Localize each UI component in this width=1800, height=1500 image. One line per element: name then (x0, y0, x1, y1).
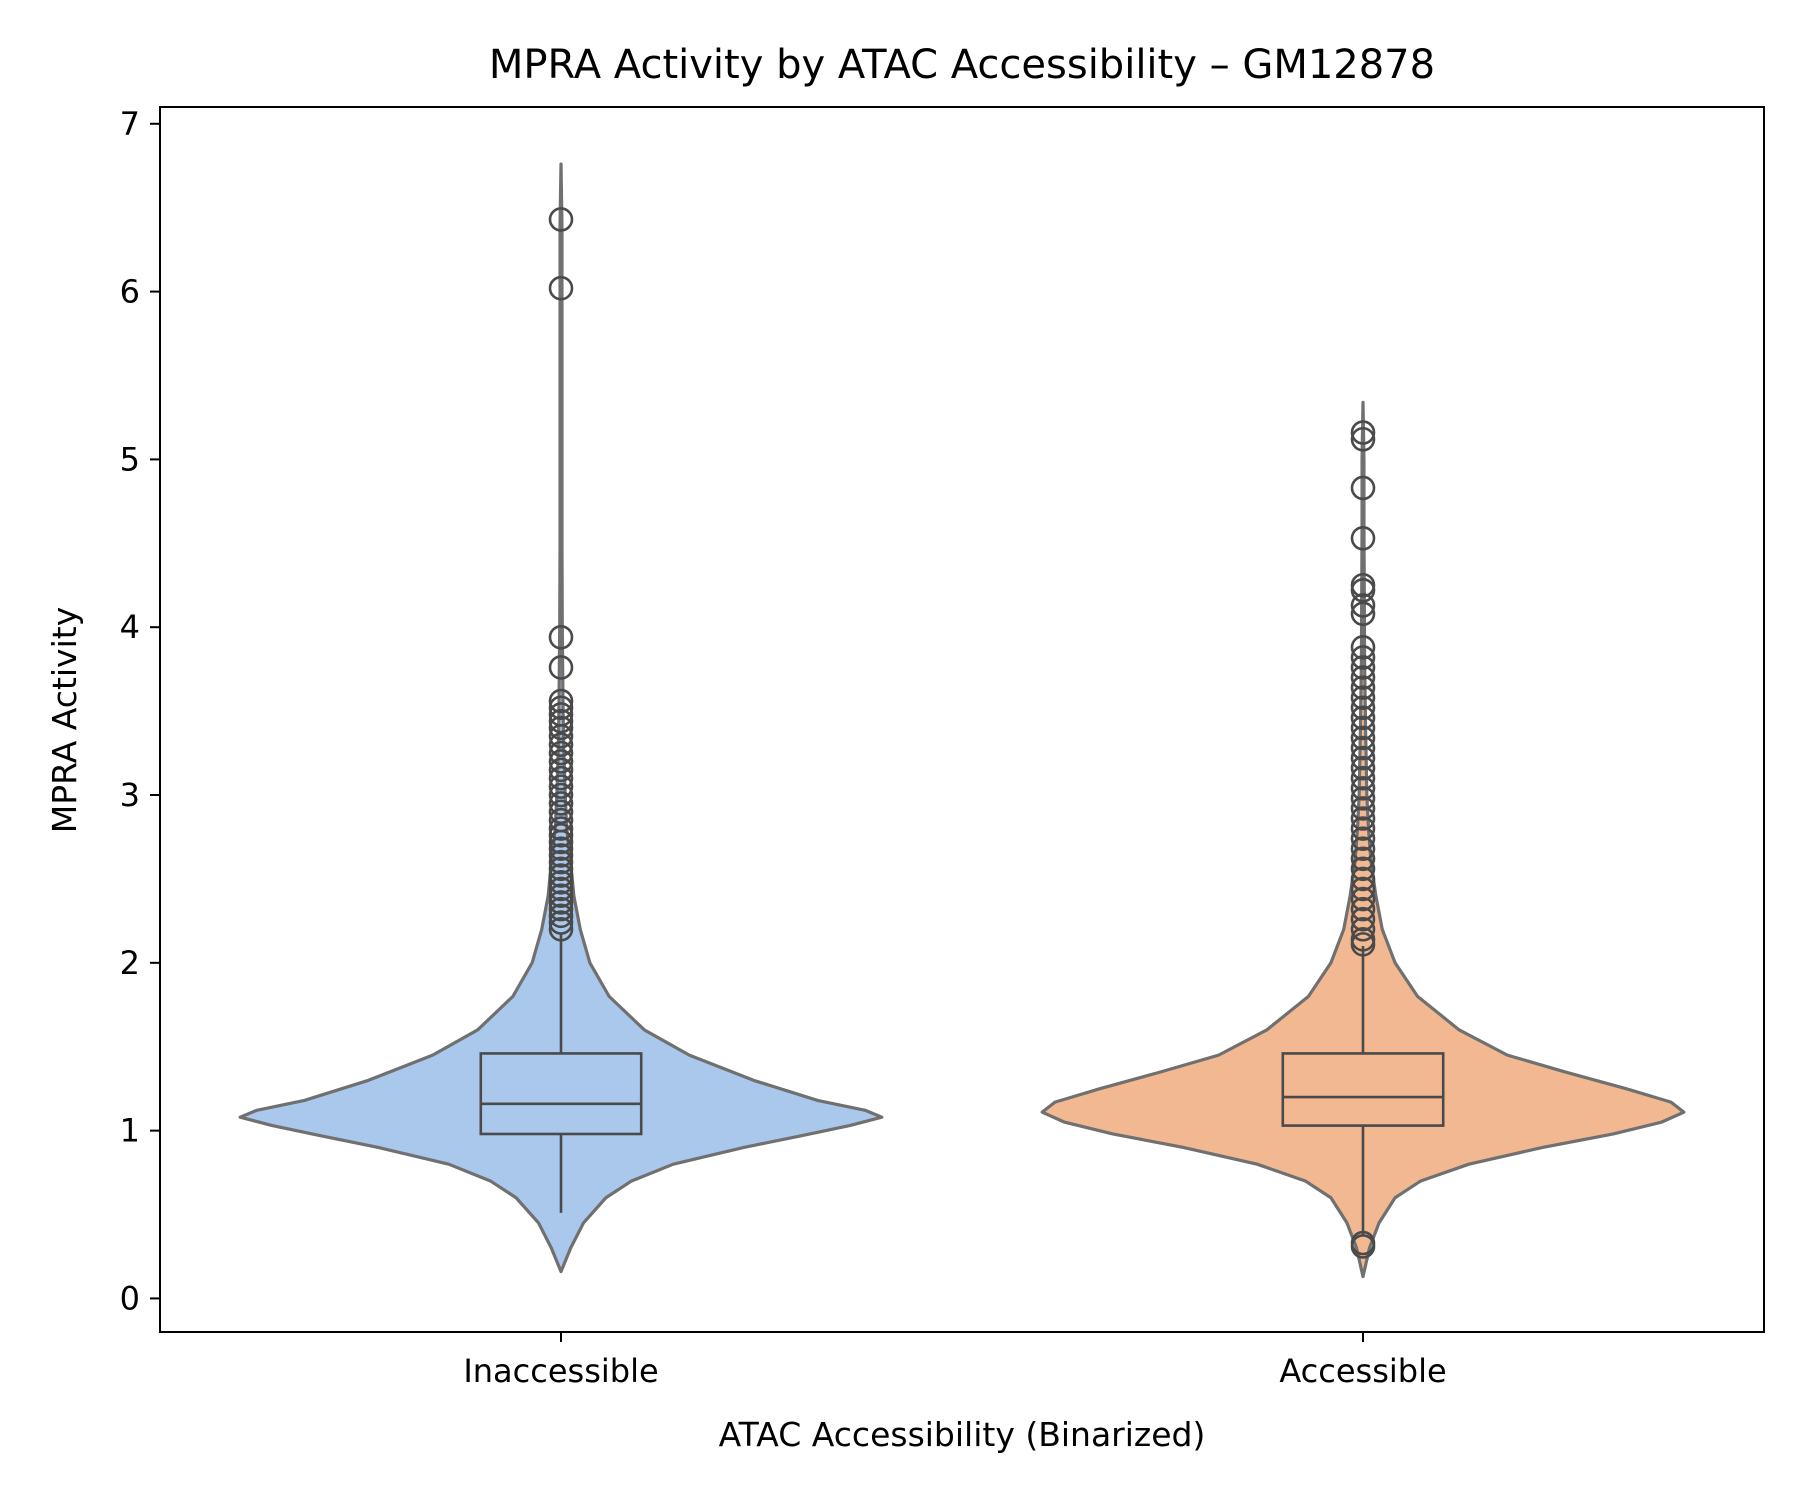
outlier-point (548, 903, 574, 929)
outlier-point (548, 910, 574, 935)
outlier-point (1350, 846, 1376, 872)
outlier-point (548, 732, 574, 757)
outlier-layer (548, 207, 1376, 1259)
y-tick-label: 7 (120, 105, 140, 143)
outlier-point (548, 856, 574, 882)
y-tick-label: 3 (120, 776, 140, 814)
outlier-point (548, 799, 574, 825)
outlier-point (1350, 675, 1376, 700)
y-tick-label: 6 (120, 273, 140, 311)
outlier-point (1350, 420, 1376, 445)
outlier-point (1350, 786, 1376, 811)
outlier-point (548, 791, 574, 816)
outlier-point (548, 655, 574, 680)
x-axis-title: ATAC Accessibility (Binarized) (719, 1415, 1206, 1454)
outlier-point (548, 695, 574, 721)
outlier-point (1350, 745, 1376, 771)
y-axis-title: MPRA Activity (45, 607, 84, 833)
outlier-point (548, 883, 574, 908)
outlier-point (1350, 426, 1376, 452)
outlier-point (548, 708, 574, 734)
outlier-point (548, 723, 574, 749)
outlier-point (1350, 836, 1376, 862)
outlier-point (548, 822, 574, 848)
outlier-point (1350, 1234, 1376, 1259)
outlier-point (1350, 876, 1376, 902)
outlier-point (1350, 577, 1376, 603)
iqr-box (479, 1052, 643, 1136)
outlier-point (1350, 932, 1376, 957)
outlier-point (548, 863, 574, 888)
iqr-box (1281, 1052, 1445, 1127)
outlier-point (548, 782, 574, 808)
x-axis: Inaccessible Accessible (463, 1332, 1447, 1390)
outlier-point (548, 869, 574, 895)
outlier-point (1350, 475, 1376, 501)
y-tick-label: 0 (120, 1279, 140, 1317)
outlier-point (548, 207, 574, 232)
outlier-point (548, 275, 574, 301)
outlier-point (1350, 655, 1376, 680)
y-axis: 0 1 2 3 4 5 6 7 (120, 105, 160, 1317)
outlier-point (1350, 866, 1376, 892)
outlier-point (548, 715, 574, 741)
y-tick-label: 5 (120, 440, 140, 478)
outlier-point (548, 843, 574, 868)
outlier-point (1350, 685, 1376, 710)
outlier-point (548, 876, 574, 902)
outlier-point (1350, 755, 1376, 781)
x-tick-label: Inaccessible (463, 1352, 658, 1390)
outlier-point (548, 740, 574, 766)
outlier-point (1350, 635, 1376, 660)
y-tick-label: 4 (120, 608, 140, 646)
outlier-point (548, 757, 574, 783)
outlier-point (548, 816, 574, 841)
y-tick-label: 1 (120, 1112, 140, 1150)
outlier-point (1350, 525, 1376, 551)
outlier-point (1350, 826, 1376, 851)
outlier-point (548, 829, 574, 855)
outlier-point (1350, 886, 1376, 912)
outlier-point (1350, 645, 1376, 670)
outlier-point (1350, 796, 1376, 821)
outlier-point (1350, 715, 1376, 741)
outlier-point (1350, 806, 1376, 831)
chart-title: MPRA Activity by ATAC Accessibility – GM… (489, 42, 1435, 88)
outlier-point (548, 890, 574, 915)
outlier-point (1350, 896, 1376, 922)
outlier-point (1350, 695, 1376, 721)
outlier-point (1350, 665, 1376, 690)
outlier-point (1350, 593, 1376, 618)
x-tick-label: Accessible (1279, 1352, 1446, 1390)
outlier-point (1350, 856, 1376, 882)
outlier-point (548, 749, 574, 774)
outlier-point (1350, 776, 1376, 801)
outlier-point (1350, 735, 1376, 761)
outlier-point (548, 896, 574, 922)
outlier-point (548, 836, 574, 862)
outlier-point (1350, 916, 1376, 942)
outlier-point (548, 774, 574, 799)
outlier-point (1350, 725, 1376, 751)
outlier-point (1350, 906, 1376, 932)
outlier-point (548, 688, 574, 714)
outlier-point (548, 765, 574, 791)
y-tick-label: 2 (120, 944, 140, 982)
outlier-point (1350, 765, 1376, 791)
outlier-point (1350, 816, 1376, 841)
outlier-point (548, 849, 574, 875)
outlier-point (548, 624, 574, 650)
plot-frame (159, 106, 1765, 1333)
outlier-point (1350, 705, 1376, 731)
box-layer (479, 932, 1445, 1237)
outlier-point (548, 916, 574, 942)
outlier-point (1350, 601, 1376, 627)
